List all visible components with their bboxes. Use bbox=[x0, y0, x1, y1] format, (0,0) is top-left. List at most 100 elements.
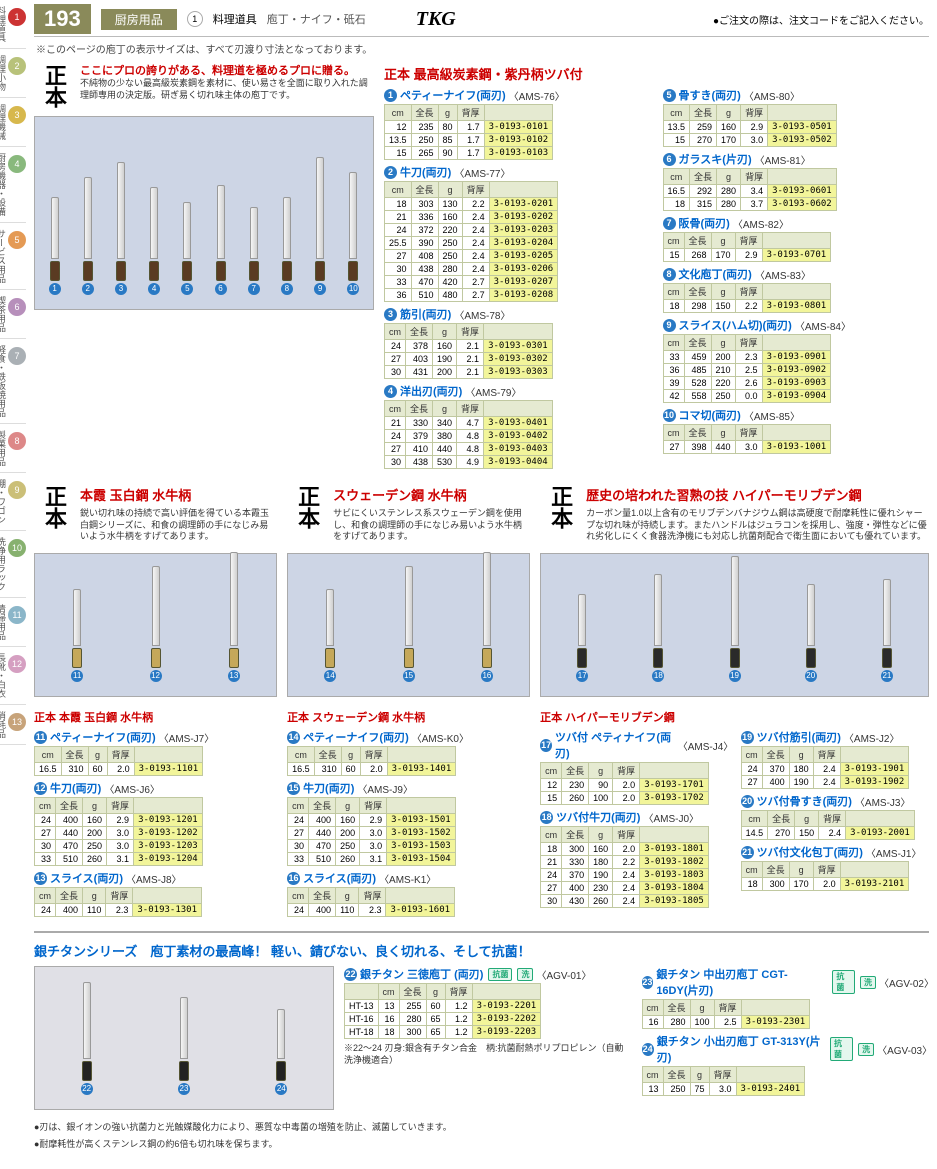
knife-icon: 10 bbox=[347, 172, 359, 295]
product-num-icon: 8 bbox=[663, 268, 676, 281]
product-name: 銀チタン 三徳庖丁 (両刃) bbox=[360, 966, 483, 982]
sidebar-label: 洗浄用ラック bbox=[0, 537, 6, 591]
brand-logo: 正本 bbox=[34, 483, 74, 543]
product-code: 〈AMS-J9〉 bbox=[357, 781, 413, 796]
knife-icon: 5 bbox=[181, 202, 193, 295]
spec-table: cm全長g背厚16.5310602.03-0193-1401 bbox=[287, 746, 456, 776]
sidebar-item[interactable]: 9棚・ワゴン bbox=[0, 473, 26, 531]
product-code: 〈AMS-K1〉 bbox=[379, 871, 436, 886]
sidebar-item[interactable]: 3調理機械 bbox=[0, 98, 26, 147]
knife-icon: 18 bbox=[652, 574, 664, 682]
spec-table: cm全長g背厚183001702.03-0193-2101 bbox=[741, 861, 910, 891]
top-note: ※このページの庖丁の表示サイズは、すべて刃渡り寸法となっております。 bbox=[36, 41, 929, 56]
sidebar-item[interactable]: 8製菓用品 bbox=[0, 424, 26, 473]
product-num-icon: 2 bbox=[384, 166, 397, 179]
product-code: 〈AGV-01〉 bbox=[536, 967, 591, 982]
sidebar-item[interactable]: 11清掃用品 bbox=[0, 598, 26, 647]
spec-row: 335102603.13-0193-1504 bbox=[288, 853, 456, 866]
spec-row: 244001602.93-0193-1201 bbox=[35, 814, 203, 827]
spec-row: 244001602.93-0193-1501 bbox=[288, 814, 456, 827]
group-intro: 正本スウェーデン鋼 水牛柄サビにくいステンレス系スウェーデン鋼を使用し、和食の調… bbox=[287, 483, 530, 543]
knife-image: 141516 bbox=[287, 553, 530, 697]
spec-row: 304382802.43-0193-0206 bbox=[385, 263, 558, 276]
sidebar-label: 製菓用品 bbox=[0, 430, 6, 466]
sidebar-num: 5 bbox=[8, 231, 26, 249]
knife-image: 111213 bbox=[34, 553, 277, 697]
sidebar-num: 1 bbox=[8, 8, 26, 26]
spec-row: 16.5310602.03-0193-1101 bbox=[35, 763, 203, 776]
spec-row: 425582500.03-0193-0904 bbox=[663, 390, 831, 403]
brand-logo: 正本 bbox=[540, 483, 580, 543]
product-title: 2牛刀(両刃)〈AMS-77〉 bbox=[384, 164, 651, 180]
spec-row: 213301802.23-0193-1802 bbox=[541, 856, 709, 869]
product-name: ツバ付 ペティナイフ(両刃) bbox=[555, 729, 675, 761]
product-title: 24銀チタン 小出刃庖丁 GT-313Y(片刃)抗菌洗〈AGV-03〉 bbox=[642, 1033, 930, 1065]
sidebar-item[interactable]: 1料理道具 bbox=[0, 0, 26, 49]
spec-table: cm全長g背厚12230902.03-0193-1701152601002.03… bbox=[540, 762, 709, 805]
product-code: 〈AMS-78〉 bbox=[454, 307, 510, 322]
header-category: 厨房用品 bbox=[101, 9, 177, 30]
sidebar-num: 8 bbox=[8, 432, 26, 450]
footnote: ●耐摩耗性が高くステンレス鋼の約6倍も切れ味を保ちます。 bbox=[34, 1137, 929, 1150]
sidebar-item[interactable]: 2調理小物 bbox=[0, 49, 26, 98]
product-name: 銀チタン 中出刃庖丁 CGT-16DY(片刃) bbox=[656, 966, 827, 998]
product-name: 筋引(両刃) bbox=[400, 306, 451, 322]
spec-row: 243722202.43-0193-0203 bbox=[385, 224, 558, 237]
knife-icon: 13 bbox=[228, 552, 240, 682]
spec-row: 274002302.43-0193-1804 bbox=[541, 882, 709, 895]
sidebar-item[interactable]: 5サービス用品 bbox=[0, 223, 26, 290]
spec-row: HT-1616280651.23-0193-2202 bbox=[345, 1013, 541, 1026]
product-code: 〈AMS-76〉 bbox=[509, 88, 565, 103]
product-num-icon: 9 bbox=[663, 319, 676, 332]
product-name: 銀チタン 小出刃庖丁 GT-313Y(片刃) bbox=[657, 1033, 825, 1065]
spec-row: 213303404.73-0193-0401 bbox=[385, 417, 553, 430]
product-title: 7阪骨(両刃)〈AMS-82〉 bbox=[663, 215, 930, 231]
product-name: スライス(両刃) bbox=[303, 870, 376, 886]
spec-table: cm全長g背厚244001102.33-0193-1601 bbox=[287, 887, 455, 917]
spec-table: cm全長g背厚HT-1313255601.23-0193-2201HT-1616… bbox=[344, 983, 541, 1039]
spec-row: HT-1313255601.23-0193-2201 bbox=[345, 1000, 541, 1013]
product-code: 〈AMS-81〉 bbox=[755, 152, 811, 167]
sidebar-label: 消耗品 bbox=[0, 711, 6, 738]
knife-icon: 17 bbox=[576, 594, 588, 682]
sidebar-item[interactable]: 12長靴・白衣 bbox=[0, 647, 26, 705]
sidebar-item[interactable]: 13消耗品 bbox=[0, 705, 26, 745]
sidebar-item[interactable]: 10洗浄用ラック bbox=[0, 531, 26, 598]
product-name: ペティーナイフ(両刃) bbox=[400, 87, 506, 103]
knife-icon: 8 bbox=[281, 197, 293, 295]
product-code: 〈AMS-79〉 bbox=[465, 384, 521, 399]
product-code: 〈AMS-J3〉 bbox=[855, 794, 911, 809]
group-intro: 正本歴史の培われた習熟の技 ハイパーモリブデン鋼カーボン量1.0以上含有のモリブ… bbox=[540, 483, 929, 543]
spec-row: 395282202.63-0193-0903 bbox=[663, 377, 831, 390]
spec-table: cm全長g背厚243781602.13-0193-0301274031902.1… bbox=[384, 323, 553, 379]
spec-row: 162801002.53-0193-2301 bbox=[642, 1016, 810, 1029]
sidebar-label: 清掃用品 bbox=[0, 604, 6, 640]
product-title: 16スライス(両刃)〈AMS-K1〉 bbox=[287, 870, 530, 886]
product-num-icon: 23 bbox=[642, 976, 654, 989]
product-name: 阪骨(両刃) bbox=[679, 215, 730, 231]
sidebar-label: 棚・ワゴン bbox=[0, 479, 6, 524]
sidebar-item[interactable]: 6喫茶用品 bbox=[0, 290, 26, 339]
product-name: ツバ付骨すき(両刃) bbox=[757, 793, 852, 809]
product-num-icon: 17 bbox=[540, 739, 552, 752]
sidebar-item[interactable]: 4厨房機器・設備 bbox=[0, 147, 26, 223]
spec-row: 304702503.03-0193-1503 bbox=[288, 840, 456, 853]
spec-row: 16.5310602.03-0193-1401 bbox=[288, 763, 456, 776]
footnote: ●刃は、銀イオンの強い抗菌力と光触媒酸化力により、悪質な中毒菌の増殖を防止、滅菌… bbox=[34, 1120, 929, 1133]
spec-row: 304385304.93-0193-0404 bbox=[385, 456, 553, 469]
spec-row: 304312002.13-0193-0303 bbox=[385, 366, 553, 379]
knife-icon: 1 bbox=[49, 197, 61, 295]
section-name: 料理道具 bbox=[213, 11, 257, 27]
product-title: 13スライス(両刃)〈AMS-J8〉 bbox=[34, 870, 277, 886]
subsection: 庖丁・ナイフ・砥石 bbox=[267, 11, 366, 27]
sidebar-label: 長靴・白衣 bbox=[0, 653, 6, 698]
spec-row: 12235801.73-0193-0101 bbox=[385, 121, 553, 134]
product-code: 〈AMS-J0〉 bbox=[643, 810, 699, 825]
sidebar-label: 調理小物 bbox=[0, 55, 6, 91]
sidebar-item[interactable]: 7軽食・鉄板焼用品 bbox=[0, 339, 26, 424]
badge: 抗菌 bbox=[488, 968, 512, 981]
product-num-icon: 13 bbox=[34, 872, 47, 885]
knife-icon: 4 bbox=[148, 187, 160, 295]
product-name: 牛刀(両刃) bbox=[303, 780, 354, 796]
product-code: 〈AGV-03〉 bbox=[877, 1042, 929, 1057]
